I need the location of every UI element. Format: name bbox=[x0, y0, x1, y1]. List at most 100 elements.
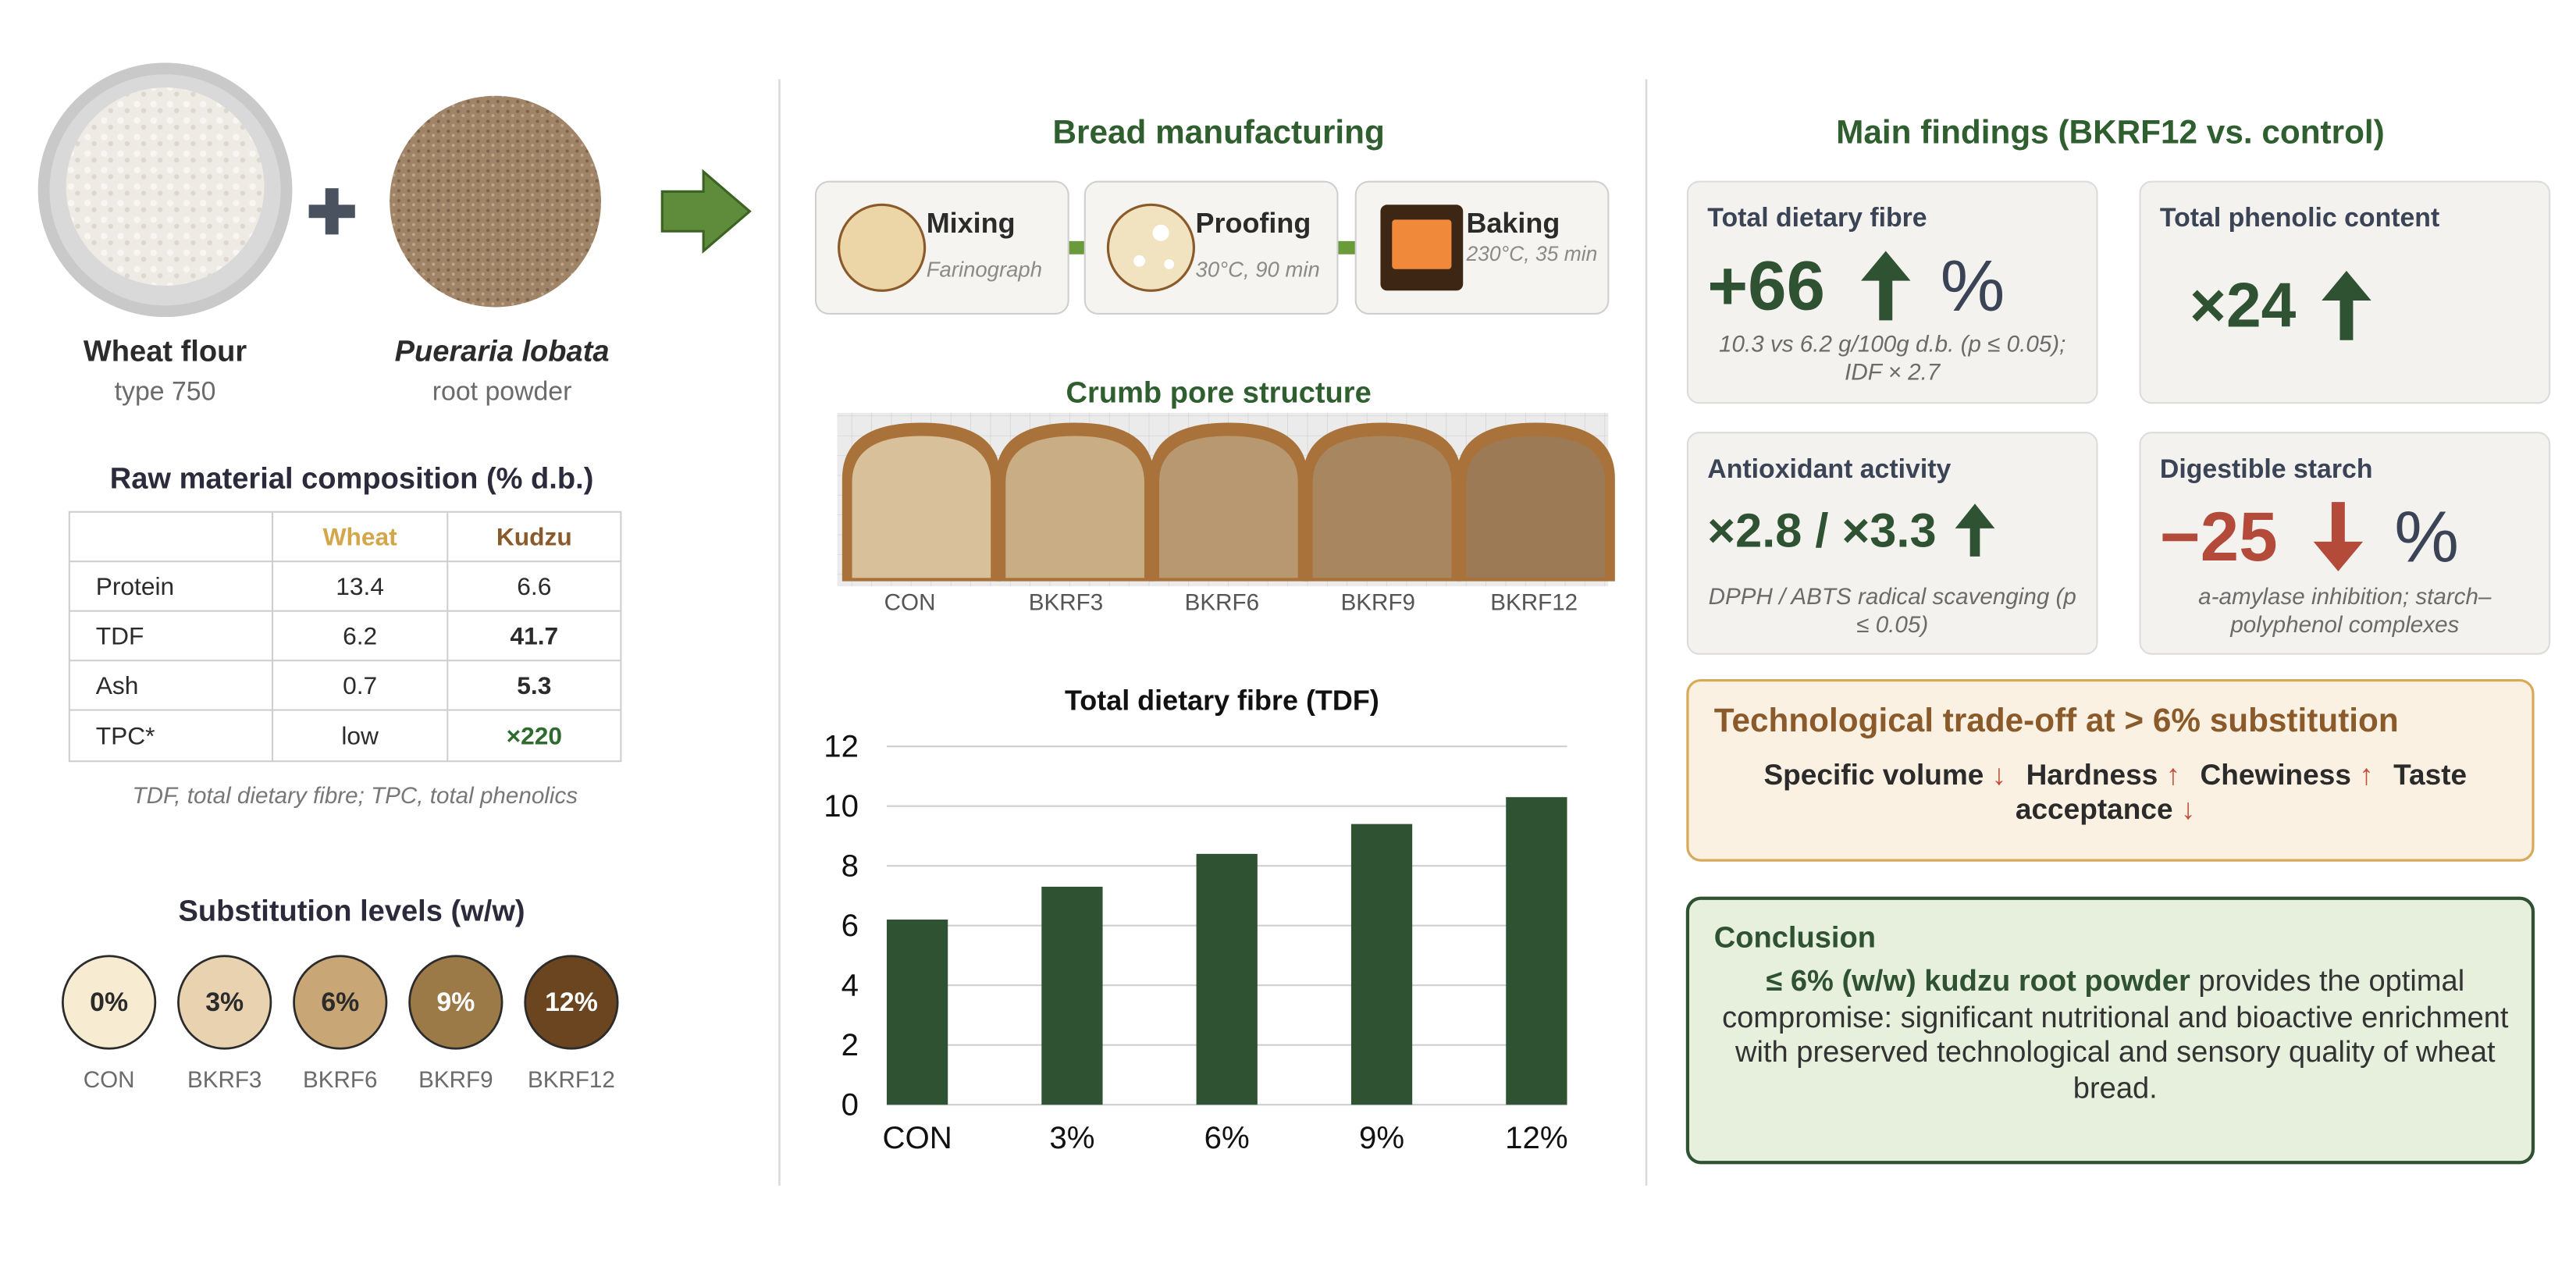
tradeoff-arrow: ↑ bbox=[2165, 757, 2181, 792]
conclusion-emphasis: ≤ 6% (w/w) kudzu root powder bbox=[1766, 964, 2190, 998]
up-arrow bbox=[2322, 270, 2371, 340]
card-title: Total dietary fibre bbox=[1707, 203, 1927, 233]
y-tick-label: 6 bbox=[841, 908, 859, 943]
ingredient-detail: type 750 bbox=[115, 376, 216, 406]
crumb-photo bbox=[837, 412, 1615, 586]
level-swatch bbox=[293, 955, 388, 1050]
step-detail: Farinograph bbox=[927, 257, 1042, 281]
process-boxes bbox=[814, 180, 1610, 315]
level-code: CON bbox=[84, 1067, 135, 1093]
level-swatch bbox=[177, 955, 272, 1050]
level-code: BKRF6 bbox=[303, 1067, 377, 1093]
ingredient-detail: root powder bbox=[432, 376, 572, 406]
tradeoff-label: Specific volume bbox=[1763, 757, 1984, 792]
card-note: 10.3 vs 6.2 g/100g d.b. (p ≤ 0.05); IDF … bbox=[1719, 330, 2066, 385]
y-tick-label: 12 bbox=[824, 729, 859, 764]
tradeoff-box bbox=[1686, 678, 2535, 862]
crumb-label: CON bbox=[884, 590, 936, 616]
level-swatch bbox=[62, 955, 157, 1050]
level-code: BKRF12 bbox=[528, 1067, 615, 1093]
card-value: ×24 bbox=[2190, 270, 2297, 340]
card-unit: % bbox=[2394, 496, 2459, 578]
level-label: 6% bbox=[321, 987, 359, 1017]
card-note-box: a-amylase inhibition; starch–polyphenol … bbox=[2198, 583, 2491, 637]
conclusion-title: Conclusion bbox=[1714, 922, 1876, 955]
tradeoff-label: Hardness bbox=[2026, 757, 2158, 792]
level-label: 12% bbox=[545, 987, 598, 1017]
table-frame bbox=[68, 511, 622, 763]
loaf-crumb bbox=[1466, 436, 1606, 578]
card-title: Antioxidant activity bbox=[1707, 454, 1951, 484]
tradeoff-item: Chewiness ↑ bbox=[2201, 758, 2374, 791]
level-code: BKRF3 bbox=[187, 1067, 262, 1093]
conclusion-text: ≤ 6% (w/w) kudzu root powder provides th… bbox=[1707, 964, 2523, 1107]
flow-arrow bbox=[660, 169, 752, 254]
level-label: 0% bbox=[90, 987, 128, 1017]
bar bbox=[1350, 824, 1413, 1105]
table-header: Kudzu bbox=[496, 523, 572, 551]
tradeoff-arrow: ↓ bbox=[1991, 757, 2007, 792]
y-tick-label: 10 bbox=[824, 788, 859, 824]
flour-image bbox=[37, 62, 293, 318]
table-cell: 6.2 bbox=[343, 621, 377, 649]
tradeoff-item: Taste acceptance ↓ bbox=[2016, 758, 2467, 826]
bar bbox=[886, 920, 948, 1105]
crumb-label: BKRF9 bbox=[1341, 590, 1415, 616]
tradeoff-items-box: Specific volume ↓ Hardness ↑ Chewiness ↑ Ta… bbox=[1701, 758, 2520, 827]
card-title: Total phenolic content bbox=[2160, 203, 2439, 233]
table-cell: 5.3 bbox=[517, 671, 551, 699]
loaf-crumb bbox=[852, 436, 991, 578]
conclusion-text-box: ≤ 6% (w/w) kudzu root powder provides th… bbox=[1707, 964, 2523, 1107]
table-title: Raw material composition (% d.b.) bbox=[110, 462, 594, 495]
table-cell: 41.7 bbox=[510, 621, 558, 649]
crumb-label: BKRF3 bbox=[1029, 590, 1103, 616]
loaf-crumb bbox=[1312, 436, 1452, 578]
table-cell: TPC* bbox=[96, 721, 155, 749]
conclusion-box bbox=[1685, 896, 2535, 1165]
plus-icon bbox=[308, 188, 355, 235]
card-value: −25 bbox=[2160, 498, 2278, 575]
table-cell: low bbox=[341, 721, 379, 749]
crumb-label: BKRF6 bbox=[1185, 590, 1259, 616]
card-value: +66 bbox=[1707, 247, 1825, 324]
tradeoff-arrow: ↑ bbox=[2359, 757, 2374, 792]
chart-title: Total dietary fibre (TDF) bbox=[1065, 684, 1379, 716]
tradeoff-item: Hardness ↑ bbox=[2026, 758, 2181, 791]
bar bbox=[1041, 886, 1103, 1105]
section-title: Main findings (BKRF12 vs. control) bbox=[1836, 114, 2385, 151]
bar bbox=[1196, 853, 1258, 1105]
y-tick-label: 4 bbox=[841, 968, 859, 1003]
y-tick-label: 8 bbox=[841, 849, 859, 884]
section-title: Bread manufacturing bbox=[1052, 114, 1384, 151]
level-label: 3% bbox=[205, 987, 244, 1017]
tradeoff-items: Specific volume ↓ Hardness ↑ Chewiness ↑ Ta… bbox=[1701, 758, 2520, 827]
level-label: 9% bbox=[436, 987, 475, 1017]
tradeoff-title: Technological trade-off at > 6% substitu… bbox=[1714, 702, 2399, 738]
level-swatch bbox=[524, 955, 619, 1050]
table-footnote: TDF, total dietary fibre; TPC, total phe… bbox=[133, 783, 578, 809]
tradeoff-arrow: ↓ bbox=[2180, 792, 2196, 826]
table-cell: TDF bbox=[96, 621, 144, 649]
table-cell: 6.6 bbox=[517, 572, 551, 600]
composition-table: Wheat Kudzu Protein 13.4 6.6 TDF 6.2 41.7 Ash 0.7… bbox=[68, 511, 622, 763]
table-cell: 0.7 bbox=[343, 671, 377, 699]
step-name: Mixing bbox=[927, 207, 1016, 239]
tradeoff-item: Specific volume ↓ bbox=[1763, 758, 2006, 791]
step-detail-box: 230°C, 35 min bbox=[1466, 243, 1597, 266]
bar bbox=[1506, 797, 1567, 1105]
x-tick-label: 9% bbox=[1359, 1120, 1404, 1155]
step-detail: 30°C, 90 min bbox=[1196, 257, 1320, 281]
conclusion-body: provides the optimal compromise: signifi… bbox=[1722, 964, 2509, 1105]
x-tick-label: 6% bbox=[1204, 1120, 1250, 1155]
card-note-box: DPPH / ABTS radical scavenging (p ≤ 0.05… bbox=[1709, 583, 2076, 637]
kudzu-image bbox=[390, 95, 601, 308]
bar-chart: 0 2 4 6 8 10 12 CON 3% 6% 9% 12% bbox=[824, 729, 1567, 1155]
table-cell: Ash bbox=[96, 671, 139, 699]
table-cell: Protein bbox=[96, 572, 175, 600]
crumb-label: BKRF12 bbox=[1490, 590, 1578, 616]
up-arrow bbox=[1861, 251, 1911, 321]
card-unit: % bbox=[1941, 245, 2005, 326]
x-tick-label: 3% bbox=[1049, 1120, 1094, 1155]
table-cell: ×220 bbox=[507, 721, 562, 749]
